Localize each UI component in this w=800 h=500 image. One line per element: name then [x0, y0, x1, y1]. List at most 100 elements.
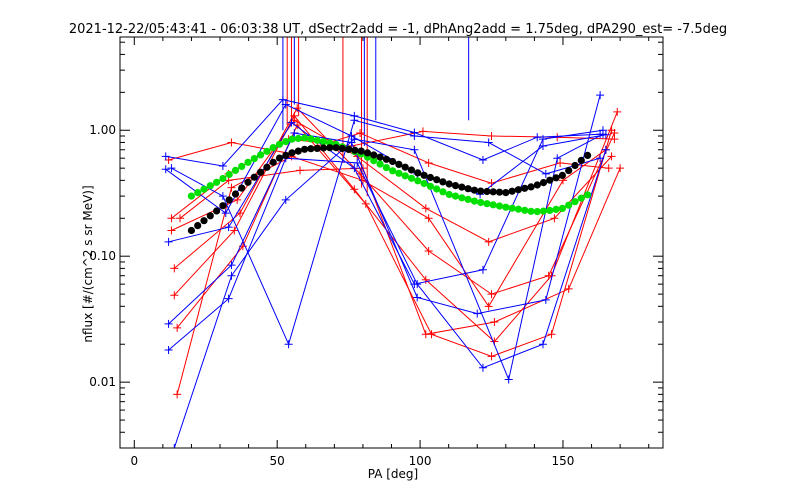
green-fit-dot-1	[194, 189, 202, 197]
green-fit-dot-50	[502, 203, 510, 211]
series-6-point-0	[173, 390, 182, 399]
black-fit-dot-16	[288, 149, 296, 157]
series-14-point-7	[596, 154, 605, 163]
black-fit-dot-3	[206, 212, 214, 220]
black-fit-dot-25	[345, 145, 353, 153]
black-fit-dot-11	[257, 168, 265, 176]
series-2-point-1	[233, 195, 242, 204]
green-fit-dot-55	[533, 208, 541, 216]
series-11-point-2	[290, 129, 299, 138]
green-fit-dot-12	[263, 147, 271, 155]
black-fit-dot-37	[420, 171, 428, 179]
series-11-point-4	[413, 293, 422, 302]
series-3-point-5	[487, 290, 496, 299]
x-tick-label: 0	[130, 454, 138, 468]
black-fit-dot-7	[231, 190, 240, 198]
series-10-point-0	[164, 237, 173, 246]
plot-area	[161, 37, 625, 448]
series-line-11	[168, 94, 601, 325]
series-0-point-1	[227, 138, 236, 147]
series-11-point-6	[541, 295, 550, 304]
black-fit-dot-55	[533, 181, 541, 189]
series-9-point-1	[221, 209, 230, 218]
series-7-point-2	[296, 166, 305, 175]
series-line-3	[173, 107, 615, 295]
series-1-point-0	[167, 214, 176, 223]
series-8-point-1	[218, 162, 227, 171]
series-9-point-2	[281, 100, 290, 109]
series-line-12	[168, 149, 607, 369]
chart-title: 2021-12-22/05:43:41 - 06:03:38 UT, dSect…	[69, 22, 727, 37]
black-fit-dot-0	[187, 226, 195, 235]
series-14-point-0	[167, 164, 176, 173]
black-fit-dot-58	[552, 174, 560, 182]
series-line-5	[176, 124, 613, 357]
green-fit-dot-0	[187, 192, 195, 200]
black-fit-dot-53	[521, 184, 529, 192]
black-fit-dot-56	[539, 179, 548, 187]
series-line-14	[171, 119, 601, 346]
green-fit-dot-39	[433, 185, 441, 193]
series-12-point-6	[538, 340, 547, 349]
green-fit-dot-41	[445, 190, 453, 199]
series-5-point-0	[173, 323, 182, 332]
series-2-point-0	[167, 226, 176, 235]
black-fit-dot-46	[477, 187, 485, 195]
black-fit-dot-2	[200, 217, 208, 225]
series-13-point-5	[504, 375, 513, 384]
series-line-8	[165, 99, 601, 167]
black-fit-dot-57	[546, 176, 554, 184]
black-fit-dot-10	[250, 173, 258, 181]
series-3-point-2	[293, 104, 302, 113]
series-8-point-5	[478, 156, 487, 165]
green-fit-dot-53	[521, 206, 529, 214]
green-fit-dot-54	[527, 207, 535, 215]
black-fit-dot-54	[527, 183, 535, 191]
series-4-point-1	[230, 226, 239, 235]
green-fit-dot-31	[382, 164, 390, 172]
series-1-point-4	[418, 127, 427, 136]
green-fit-dot-61	[571, 198, 579, 206]
green-fit-dot-42	[451, 192, 460, 200]
black-fit-dot-4	[213, 207, 221, 215]
y-tick-label: 0.10	[89, 249, 116, 263]
axes: 0 50 100 150 0.01 0.10 1.00	[89, 36, 664, 468]
green-fit-dot-38	[426, 182, 434, 190]
series-1-point-5	[487, 132, 496, 141]
y-tick-label: 0.01	[89, 375, 116, 389]
series-10-point-1	[224, 223, 233, 232]
black-fit-dot-17	[294, 147, 302, 155]
series-11-point-0	[164, 319, 173, 328]
series-2-point-7	[607, 152, 616, 161]
black-fit-dot-12	[263, 163, 271, 171]
black-fit-dot-35	[407, 166, 416, 174]
series-2-point-6	[550, 214, 559, 223]
black-fit-dot-51	[508, 187, 516, 195]
black-fit-dot-44	[464, 185, 472, 193]
green-fit-dot-56	[539, 207, 548, 215]
green-fit-dot-18	[301, 134, 309, 142]
series-13-point-4	[410, 145, 419, 154]
series-0-point-3	[356, 129, 365, 138]
black-fit-dot-40	[439, 178, 447, 186]
series-12-point-5	[478, 363, 487, 372]
series-line-0	[168, 132, 609, 184]
series-6-point-4	[424, 214, 433, 223]
series-14-point-4	[410, 132, 419, 141]
x-tick-label: 50	[270, 454, 285, 468]
series-11-point-1	[227, 261, 236, 270]
green-fit-dot-10	[250, 155, 258, 163]
series-6-point-5	[484, 302, 493, 311]
green-fit-dot-49	[495, 202, 504, 210]
green-fit-dot-48	[489, 201, 497, 209]
series-13-point-3	[350, 135, 359, 144]
green-fit-dot-14	[275, 140, 284, 148]
black-fit-dot-20	[313, 144, 321, 152]
series-7-point-6	[564, 284, 573, 293]
black-fit-dot-15	[282, 151, 290, 159]
series-11-point-5	[473, 309, 482, 318]
green-fit-dot-62	[577, 194, 585, 202]
series-14-point-5	[484, 138, 493, 147]
series-5-point-3	[361, 199, 370, 208]
